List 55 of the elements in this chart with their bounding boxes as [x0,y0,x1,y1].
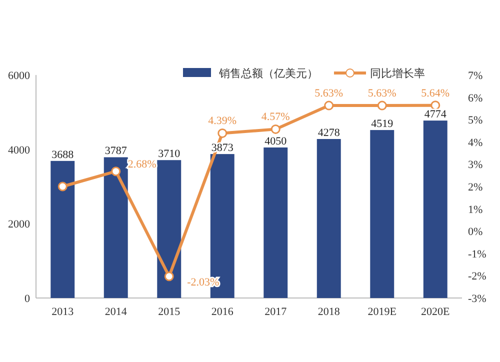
bar [50,160,75,298]
x-tick-label: 2017 [264,306,288,318]
y2-tick-label: 3% [468,159,483,172]
y2-tick-label: 6% [468,92,483,104]
point [430,100,440,110]
data-label: 4050 [264,135,288,148]
point [58,182,68,192]
y2-tick-label: 0% [468,226,483,238]
data-label: 5.63% [314,88,344,100]
y2-tick-label: 7% [468,70,483,82]
x-tick-label: 2016 [211,306,234,318]
data-label: 3787 [104,145,128,158]
point [324,100,334,110]
y2-tick-label: 4% [468,136,483,149]
x-tick-label: 2013 [52,306,74,318]
data-label: 3710 [158,148,181,160]
y2-tick-label: -2% [468,270,486,283]
data-label: 5.63% [368,88,396,100]
bar [370,130,394,298]
data-label: 4.39% [208,115,237,128]
bar [423,120,448,298]
point [164,272,174,282]
y2-tick-label: -3% [468,293,486,305]
y-tick-label: 2000 [8,218,30,231]
y2-tick-label: 2% [468,182,483,194]
data-label: 4519 [371,118,394,130]
y-tick-label: 6000 [8,70,30,82]
y-tick-label: 4000 [8,144,30,156]
x-tick-label: 2020E [421,306,450,318]
x-tick-label: 2015 [158,306,181,318]
data-label: 4278 [318,127,340,139]
bar [316,139,341,298]
data-label: 4774 [424,108,447,121]
legend-label: 同比增长率 [370,67,425,80]
bar [104,157,128,298]
x-tick-label: 2018 [318,306,340,318]
data-label: 3688 [52,148,74,161]
bar [157,160,182,298]
data-label: 5.64% [421,87,450,100]
point [270,124,280,134]
point [377,100,387,110]
bar [264,147,288,298]
data-label: 2.68% [128,158,156,170]
y2-tick-label: -1% [468,248,486,260]
y2-tick-label: 5% [468,114,483,127]
data-label: 4.57% [261,111,290,124]
legend: 销售总额（亿美元） [183,67,318,80]
legend-label: 销售总额（亿美元） [218,67,318,80]
legend: 同比增长率 [334,67,425,80]
y2-tick-label: 1% [468,204,483,216]
x-tick-label: 2014 [104,306,128,318]
y-tick-label: 0 [24,293,30,305]
point [111,166,121,176]
point [218,128,228,138]
x-tick-label: 2019E [368,306,397,318]
